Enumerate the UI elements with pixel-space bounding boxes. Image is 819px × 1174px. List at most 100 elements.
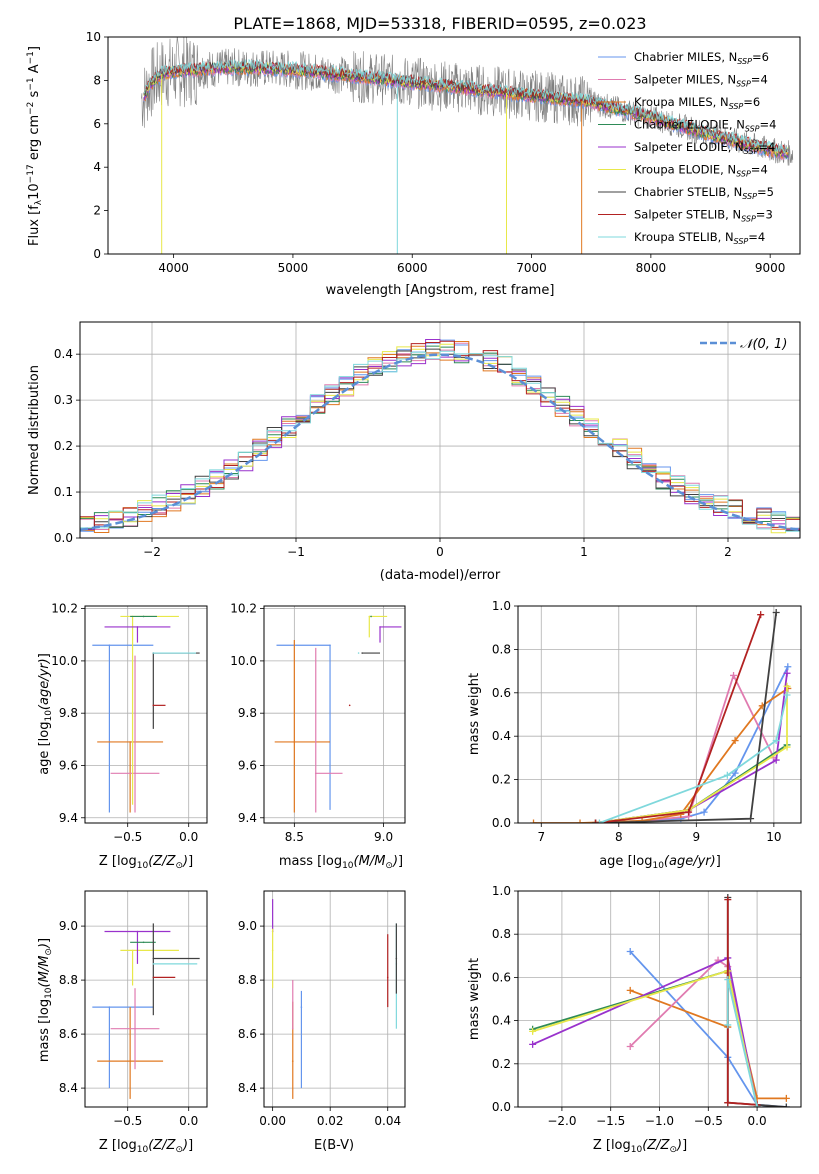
legend-eq: = [758,140,768,154]
x-tick-label: 9 [693,830,701,844]
y-tick-label: 9.4 [59,811,78,825]
mass-weight-marker [783,743,791,751]
legend-eq: = [760,118,770,132]
data-point [357,652,360,654]
data-point [291,1027,294,1030]
legend-ssp-subscript: SSP [745,125,760,134]
data-point [370,615,372,618]
axes-frame [84,605,208,824]
ylabel-part: Flux [f [27,205,42,246]
mass-weight-marker [529,1040,537,1048]
mass-weight-marker [592,819,600,823]
legend-entry: 𝒩(0, 1) [740,337,787,352]
mass-weight-marker [730,671,738,679]
y-tick-label: 9.8 [59,706,78,720]
y-tick-label: 0.0 [492,1100,511,1114]
normal-distribution-curve [80,353,800,532]
mass-weight-marker [724,976,732,984]
label-math: ) [676,1138,682,1153]
y-tick-label: 9.8 [238,706,257,720]
label-math: ) [392,854,398,869]
axis-label: Z [log10(Z/Z⊙)] [593,1138,687,1155]
legend-name: Salpeter STELIB [634,208,725,222]
mass-weight-marker [700,808,708,816]
label-text: Z [log [99,854,137,869]
y-tick-label: 8.8 [238,973,257,987]
mass-weight-marker [782,1094,790,1102]
mass-weight-marker [529,1027,537,1035]
residual-histogram-step [80,350,800,532]
x-tick-label: 2 [724,545,732,559]
mass-vs-metallicity-plot: −0.5 0.0 8.4 8.6 8.8 9.0 [59,890,208,1128]
axes-frame [263,605,406,824]
x-tick-label: −2.0 [547,1114,576,1128]
legend-name: Salpeter ELODIE [634,140,728,154]
legend-n-symbol: N [727,73,736,87]
x-tick-label: 9.0 [374,830,393,844]
label-math: ) [182,854,188,869]
legend-n-symbol: N [732,208,741,222]
legend-eq: = [751,163,761,177]
x-tick-label: 5000 [278,261,309,275]
mass-weight-marker [783,691,791,699]
x-tick-label: 1 [580,545,588,559]
axis-label: mass weight [467,673,482,755]
data-point [152,976,155,979]
ylabel-part: −1 [26,51,36,64]
legend-n-symbol: N [720,95,729,109]
legend-ssp-subscript: SSP [736,80,751,89]
mass-weight-marker [723,771,731,779]
legend-entry: Salpeter MILES, NSSP=4 [634,73,768,89]
mass-weight-marker [782,1103,790,1107]
y-tick-label: 8.6 [59,1027,78,1041]
plot-area [274,615,402,813]
y-tick-label: 0.4 [492,1014,511,1028]
data-point [293,741,296,743]
x-tick-label: −0.5 [113,1114,142,1128]
legend-sep: , [725,208,732,222]
label-text: ] [398,854,403,869]
y-tick-label: 0.8 [492,642,511,656]
weight-vs-metallicity-plot: −2.0 −1.5 −1.0 −0.5 0.0 0.0 0.2 0.4 0.6 0.8 1.0 [492,884,802,1128]
label-subscript: 10 [631,1145,643,1155]
legend-entry: Chabrier MILES, NSSP=6 [634,50,769,66]
ylabel-part: −1 [26,77,36,90]
label-subscript: ⊙ [44,948,54,956]
mass-vs-extinction-plot: 0.00 0.02 0.04 8.4 8.6 8.8 9.0 [238,890,406,1128]
data-point [348,704,351,707]
data-point [134,1027,136,1030]
y-tick-label: 0.8 [492,927,511,941]
y-tick-label: 0 [93,247,101,261]
label-math: (Z/Z [148,854,176,869]
legend-name: Salpeter MILES [634,73,720,87]
axes-frame [517,605,802,824]
legend-name: Kroupa ELODIE [634,163,720,177]
label-text: Z [log [99,1138,137,1153]
mass-weight-line [532,969,758,1107]
data-point [131,949,134,952]
legend-n-symbol: N [729,50,738,64]
spectrum-ylabel: Flux [fλ10−17 erg cm−2 s−1 A−1] [26,46,44,246]
label-math: (Z/Z [148,1138,176,1153]
legend-sep: , [728,140,735,154]
x-tick-label: 0.0 [748,1114,767,1128]
y-tick-label: 9.6 [59,758,78,772]
label-text: ] [37,653,52,658]
legend-entry: Chabrier STELIB, NSSP=5 [634,185,774,201]
data-point [152,652,155,654]
data-point [379,626,381,628]
axis-label: Z [log10(Z/Z⊙)] [99,1138,193,1155]
mass-weight-marker [626,947,634,955]
legend-nssp-value: 5 [767,185,774,199]
ylabel-part: ] [27,46,42,51]
mass-weight-line [532,969,758,1107]
y-tick-label: 0.4 [492,729,511,743]
axis-labels: Z [log10(Z/Z⊙)] mass [log10(M/M⊙)]Z [log1… [37,653,721,1155]
mass-weight-marker [724,1021,732,1029]
mass-weight-marker [626,1043,634,1051]
x-tick-label: −0.5 [113,830,142,844]
data-point [395,957,398,960]
x-tick-label: 8 [615,830,623,844]
label-text: mass [log [37,999,52,1062]
plot-area [92,923,200,1099]
